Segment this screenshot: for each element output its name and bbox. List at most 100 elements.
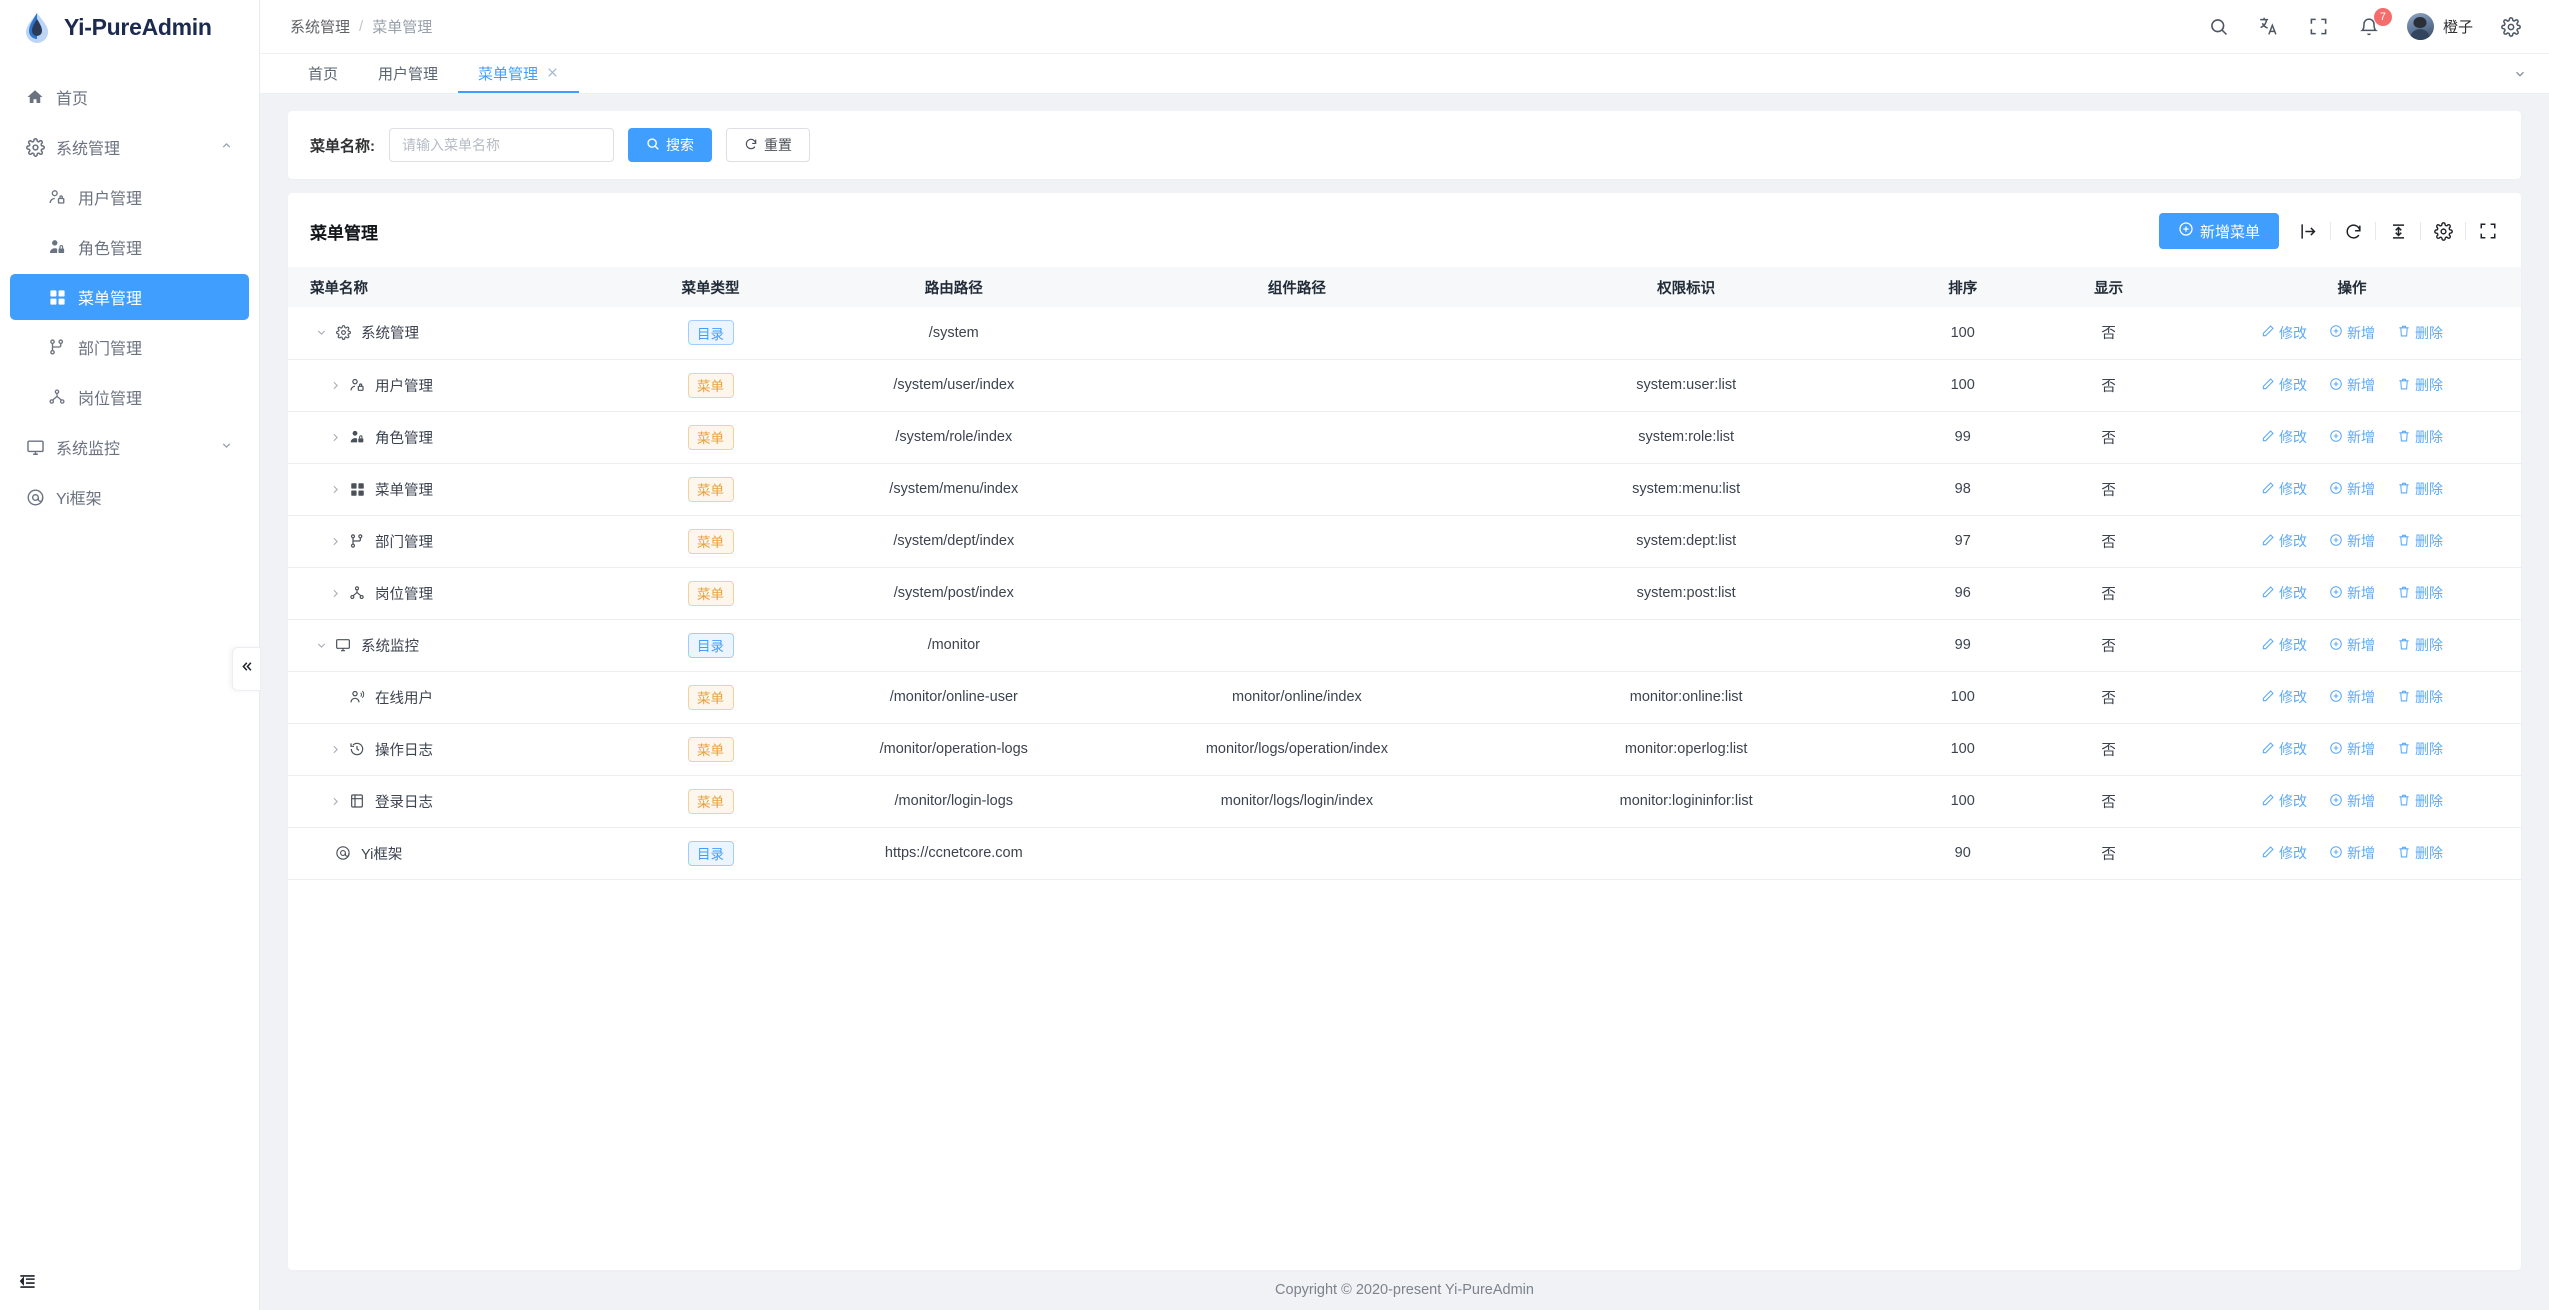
row-action-group: 修改 新增 删除 [2191, 843, 2513, 863]
search-icon[interactable] [2207, 15, 2231, 39]
edit-button[interactable]: 修改 [2261, 323, 2307, 343]
add-button[interactable]: 新增 [2329, 635, 2375, 655]
edit-button[interactable]: 修改 [2261, 739, 2307, 759]
plus-circle-icon [2329, 481, 2343, 498]
edit-button[interactable]: 修改 [2261, 635, 2307, 655]
edit-label: 修改 [2278, 585, 2307, 601]
user-menu[interactable]: 橙子 [2406, 13, 2473, 40]
sidebar-item-role-manage[interactable]: 角色管理 [10, 224, 249, 270]
table-row[interactable]: 操作日志 菜单 /monitor/operation-logs monitor/… [288, 723, 2521, 776]
table-row[interactable]: 用户管理 菜单 /system/user/index system:user:l… [288, 359, 2521, 412]
table-row[interactable]: Yi框架 目录 https://ccnetcore.com 90 否 修改 新增 [288, 827, 2521, 880]
sidebar-item-menu-manage[interactable]: 菜单管理 [10, 274, 249, 320]
table-row[interactable]: 系统管理 目录 /system 100 否 修改 新增 删除 [288, 307, 2521, 360]
delete-button[interactable]: 删除 [2397, 323, 2443, 343]
chevron-right-icon[interactable] [324, 431, 346, 444]
delete-button[interactable]: 删除 [2397, 843, 2443, 863]
cell-menu-name: 在线用户 [288, 671, 627, 724]
add-menu-button[interactable]: 新增菜单 [2158, 213, 2279, 249]
chevron-right-icon[interactable] [324, 743, 346, 756]
add-button[interactable]: 新增 [2329, 479, 2375, 499]
add-button[interactable]: 新增 [2329, 323, 2375, 343]
indent-left-icon[interactable] [18, 1272, 37, 1296]
delete-button[interactable]: 删除 [2397, 583, 2443, 603]
table-row[interactable]: 菜单管理 菜单 /system/menu/index system:menu:l… [288, 463, 2521, 516]
cell-visible: 否 [2034, 411, 2183, 464]
menu-name-wrap: 操作日志 [310, 739, 618, 760]
delete-button[interactable]: 删除 [2397, 375, 2443, 395]
table-row[interactable]: 登录日志 菜单 /monitor/login-logs monitor/logs… [288, 775, 2521, 828]
delete-button[interactable]: 删除 [2397, 687, 2443, 707]
edit-button[interactable]: 修改 [2261, 531, 2307, 551]
expand-all-icon[interactable] [2297, 220, 2319, 242]
add-button[interactable]: 新增 [2329, 583, 2375, 603]
tab-overflow-button[interactable] [2513, 54, 2549, 93]
sidebar-item-monitor[interactable]: 系统监控 [10, 424, 249, 470]
breadcrumb-parent[interactable]: 系统管理 [290, 19, 351, 36]
add-button[interactable]: 新增 [2329, 843, 2375, 863]
density-icon[interactable] [2387, 220, 2409, 242]
chevron-down-icon[interactable] [310, 639, 332, 652]
sidebar-item-post-manage[interactable]: 岗位管理 [10, 374, 249, 420]
sidebar-collapse-button[interactable] [232, 647, 260, 691]
chevron-right-icon[interactable] [324, 795, 346, 808]
chevron-right-icon[interactable] [324, 587, 346, 600]
add-button[interactable]: 新增 [2329, 375, 2375, 395]
sidebar-item-yi-framework[interactable]: Yi框架 [10, 474, 249, 520]
table-row[interactable]: 系统监控 目录 /monitor 99 否 修改 新增 删除 [288, 619, 2521, 672]
sidebar-item-user-manage[interactable]: 用户管理 [10, 174, 249, 220]
translate-icon[interactable] [2257, 15, 2281, 39]
sidebar-item-system[interactable]: 系统管理 [10, 124, 249, 170]
add-button[interactable]: 新增 [2329, 791, 2375, 811]
gear-icon[interactable] [2499, 15, 2523, 39]
cell-visible: 否 [2034, 567, 2183, 620]
cell-component-path [1112, 307, 1482, 360]
gear-icon[interactable] [2432, 220, 2454, 242]
add-button[interactable]: 新增 [2329, 427, 2375, 447]
close-icon[interactable] [546, 66, 559, 82]
edit-button[interactable]: 修改 [2261, 687, 2307, 707]
menu-name-wrap: 用户管理 [310, 375, 618, 396]
cell-component-path [1112, 515, 1482, 568]
chevron-right-icon[interactable] [324, 535, 346, 548]
delete-button[interactable]: 删除 [2397, 531, 2443, 551]
delete-button[interactable]: 删除 [2397, 635, 2443, 655]
copyright-text: Copyright © 2020-present Yi-PureAdmin [1275, 1282, 1534, 1298]
sidebar-item-home[interactable]: 首页 [10, 74, 249, 120]
search-input[interactable] [389, 128, 614, 162]
add-button[interactable]: 新增 [2329, 739, 2375, 759]
bell-icon[interactable]: 7 [2357, 7, 2392, 39]
edit-button[interactable]: 修改 [2261, 843, 2307, 863]
edit-button[interactable]: 修改 [2261, 583, 2307, 603]
chevron-right-icon[interactable] [324, 379, 346, 392]
search-button[interactable]: 搜索 [628, 128, 712, 162]
fullscreen-icon[interactable] [2477, 220, 2499, 242]
table-row[interactable]: 岗位管理 菜单 /system/post/index system:post:l… [288, 567, 2521, 620]
table-row[interactable]: 在线用户 菜单 /monitor/online-user monitor/onl… [288, 671, 2521, 724]
delete-button[interactable]: 删除 [2397, 791, 2443, 811]
add-button[interactable]: 新增 [2329, 531, 2375, 551]
brand[interactable]: Yi-PureAdmin [0, 0, 259, 54]
table-row[interactable]: 角色管理 菜单 /system/role/index system:role:l… [288, 411, 2521, 464]
cell-menu-type: 菜单 [626, 775, 796, 828]
menu-type-tag: 目录 [687, 632, 734, 658]
tab-home[interactable]: 首页 [288, 54, 358, 93]
delete-button[interactable]: 删除 [2397, 427, 2443, 447]
add-button[interactable]: 新增 [2329, 687, 2375, 707]
refresh-icon[interactable] [2342, 220, 2364, 242]
fullscreen-icon[interactable] [2307, 15, 2331, 39]
chevron-down-icon[interactable] [310, 326, 332, 339]
tab-menu-manage[interactable]: 菜单管理 [458, 54, 580, 93]
edit-button[interactable]: 修改 [2261, 479, 2307, 499]
reset-button[interactable]: 重置 [726, 128, 810, 162]
edit-button[interactable]: 修改 [2261, 791, 2307, 811]
chevron-right-icon[interactable] [324, 483, 346, 496]
edit-button[interactable]: 修改 [2261, 427, 2307, 447]
delete-label: 删除 [2414, 533, 2443, 549]
table-row[interactable]: 部门管理 菜单 /system/dept/index system:dept:l… [288, 515, 2521, 568]
edit-button[interactable]: 修改 [2261, 375, 2307, 395]
tab-user-manage[interactable]: 用户管理 [358, 54, 458, 93]
delete-button[interactable]: 删除 [2397, 479, 2443, 499]
delete-button[interactable]: 删除 [2397, 739, 2443, 759]
sidebar-item-dept-manage[interactable]: 部门管理 [10, 324, 249, 370]
